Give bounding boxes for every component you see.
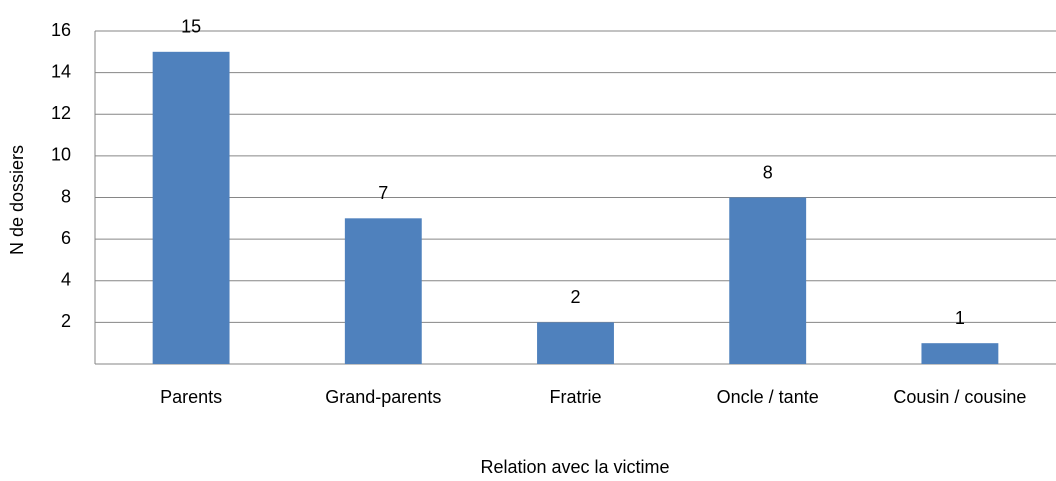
y-axis-label: N de dossiers: [7, 145, 27, 255]
x-axis-label: Relation avec la victime: [480, 457, 669, 477]
x-tick-label: Grand-parents: [325, 387, 441, 407]
data-label: 8: [763, 162, 773, 182]
x-tick-label: Oncle / tante: [717, 387, 819, 407]
y-tick-label: 14: [51, 61, 71, 81]
y-tick-label: 6: [61, 228, 71, 248]
bar: [537, 322, 614, 364]
bar: [729, 197, 807, 364]
x-tick-label: Parents: [160, 387, 222, 407]
y-tick-label: 2: [61, 311, 71, 331]
bar: [921, 343, 999, 364]
bar: [152, 51, 230, 364]
x-tick-label: Fratrie: [549, 387, 601, 407]
data-label: 2: [570, 287, 580, 307]
data-label: 15: [181, 17, 201, 37]
y-tick-label: 12: [51, 103, 71, 123]
x-tick-label: Cousin / cousine: [893, 387, 1026, 407]
y-tick-label: 8: [61, 186, 71, 206]
bar: [344, 218, 422, 364]
y-tick-label: 4: [61, 270, 71, 290]
data-label: 1: [955, 308, 965, 328]
y-tick-label: 16: [51, 20, 71, 40]
y-tick-label: 10: [51, 145, 71, 165]
data-label: 7: [378, 183, 388, 203]
